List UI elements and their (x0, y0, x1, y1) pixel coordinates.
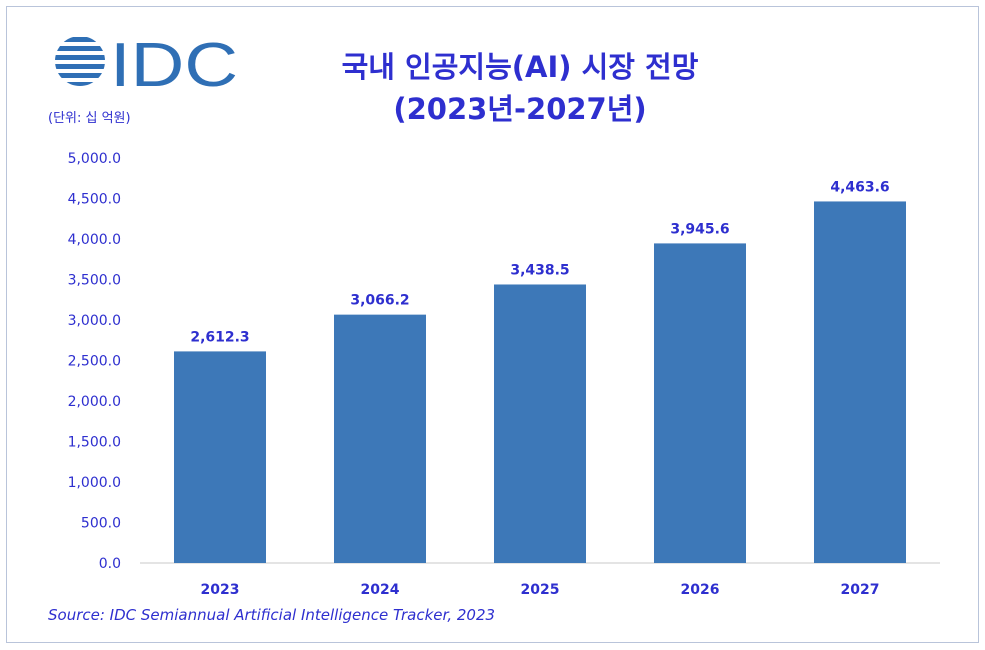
x-tick-label: 2024 (361, 582, 400, 598)
bar (174, 351, 266, 563)
y-tick-label: 0.0 (99, 556, 121, 572)
data-label: 3,066.2 (350, 293, 409, 309)
idc-logo: IDC (55, 31, 238, 94)
title-line-2: (2023년-2027년) (393, 92, 647, 126)
x-tick-label: 2027 (841, 582, 880, 598)
source-note: Source: IDC Semiannual Artificial Intell… (48, 606, 496, 624)
y-tick-label: 4,000.0 (68, 232, 121, 248)
y-tick-label: 2,000.0 (68, 394, 121, 410)
data-label: 3,438.5 (510, 262, 569, 278)
globe-icon (55, 37, 105, 86)
bar (334, 314, 426, 563)
data-label: 2,612.3 (190, 329, 249, 345)
logo-text: IDC (110, 31, 238, 94)
x-tick-label: 2026 (681, 582, 720, 598)
unit-label: (단위: 십 억원) (48, 111, 131, 126)
title-line-1: 국내 인공지능(AI) 시장 전망 (341, 50, 699, 84)
x-tick-label: 2023 (201, 582, 240, 598)
y-tick-label: 1,500.0 (68, 435, 121, 451)
y-tick-label: 2,500.0 (68, 354, 121, 370)
chart-title: 국내 인공지능(AI) 시장 전망 (2023년-2027년) (280, 46, 760, 130)
bar (654, 243, 746, 563)
bar (814, 201, 906, 563)
y-tick-label: 4,500.0 (68, 192, 121, 208)
y-tick-label: 5,000.0 (68, 151, 121, 167)
bar (494, 284, 586, 563)
y-tick-label: 500.0 (81, 516, 121, 532)
y-tick-label: 1,000.0 (68, 475, 121, 491)
y-tick-label: 3,000.0 (68, 313, 121, 329)
x-tick-label: 2025 (521, 582, 560, 598)
data-label: 4,463.6 (830, 179, 889, 195)
data-label: 3,945.6 (670, 221, 729, 237)
y-tick-label: 3,500.0 (68, 273, 121, 289)
